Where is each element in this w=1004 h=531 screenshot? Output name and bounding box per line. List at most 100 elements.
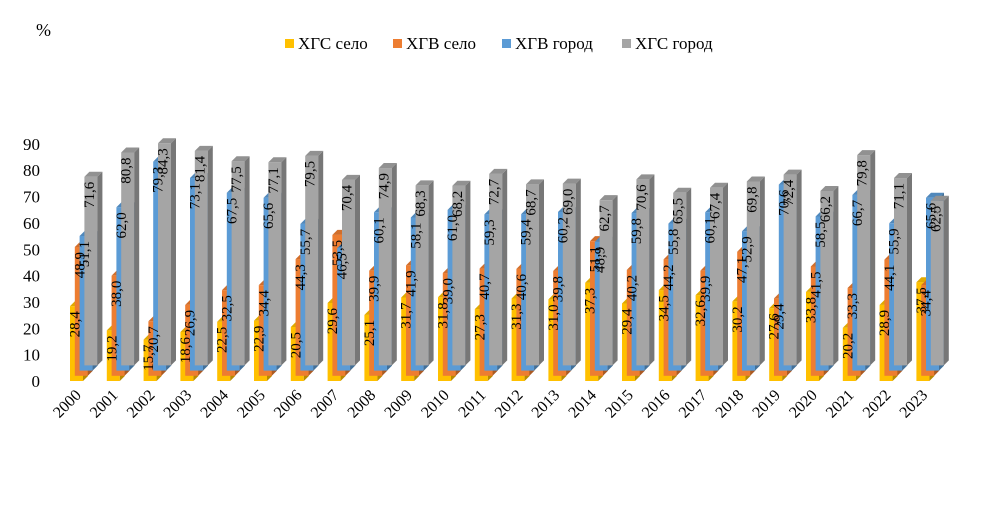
x-tick-label: 2008 [345,387,380,422]
data-label: 46,5 [335,253,351,279]
data-label: 51,1 [77,241,93,267]
x-tick-label: 2012 [492,387,527,422]
data-label: 69,0 [560,189,576,215]
bar [305,150,324,366]
x-tick-label: 2003 [161,387,196,422]
x-tick-label: 2015 [602,387,637,422]
data-label: 51,1 [588,246,604,272]
data-label: 27,6 [767,313,783,340]
y-tick-label: 80 [23,161,40,180]
data-label: 22,9 [252,326,268,352]
bar [452,180,471,366]
x-tick-label: 2011 [455,387,489,421]
bar [857,150,876,366]
data-label: 48,9 [72,252,88,278]
bar [489,168,508,366]
data-label: 60,1 [372,217,388,243]
data-label: 31,3 [509,304,525,330]
bars [70,138,949,381]
data-label: 39,0 [440,278,456,304]
data-label: 34,4 [919,290,935,317]
y-tick-label: 0 [32,372,41,391]
data-label: 58,1 [408,223,424,249]
data-label: 61,0 [445,215,461,241]
x-tick-label: 2022 [860,387,895,422]
data-label: 55,9 [887,228,903,254]
data-label: 66,7 [850,199,866,226]
bar [194,145,213,366]
data-label: 53,5 [330,240,346,266]
x-tick-label: 2002 [124,387,159,422]
data-label: 71,1 [892,183,908,209]
x-tick-label: 2018 [713,387,748,422]
data-label: 40,6 [514,273,530,300]
data-label: 62,0 [114,212,130,238]
legend-swatch [502,39,511,48]
data-label: 38,0 [109,281,125,307]
data-labels: 28,4 19,2 15,7 18,6 22,5 22,9 20,5 29,6 25,1 31,7… [68,148,945,371]
data-label: 71,6 [82,181,98,208]
data-label: 60,2 [556,217,572,243]
bar [894,173,912,366]
data-label: 39,8 [551,276,567,302]
y-tick-label: 10 [23,346,40,365]
data-label: 33,8 [804,297,820,323]
bar [378,163,397,366]
x-tick-label: 2006 [271,387,306,422]
data-label: 70,6 [634,184,650,211]
data-label: 31,7 [399,302,415,329]
data-label: 29,4 [620,308,636,335]
x-tick-label: 2013 [529,387,564,422]
data-label: 81,4 [192,155,208,182]
data-label: 72,4 [781,179,797,206]
data-label: 77,1 [266,167,282,193]
data-label: 31,0 [546,304,562,330]
x-tick-label: 2019 [749,387,784,422]
data-label: 27,3 [472,314,488,340]
bar [231,156,250,366]
data-label: 29,4 [772,303,788,330]
data-label: 72,7 [487,178,503,205]
data-label: 26,9 [183,310,199,336]
data-label: 65,5 [671,198,687,224]
data-label: 25,1 [362,320,378,346]
data-label: 30,2 [730,306,746,332]
data-label: 33,3 [845,293,861,319]
data-label: 73,1 [188,183,204,209]
data-label: 37,3 [583,288,599,314]
x-tick-label: 2021 [823,387,858,422]
data-label: 55,7 [298,228,314,255]
data-label: 68,3 [413,190,429,216]
data-label: 32,6 [693,300,709,327]
x-axis: 2000 2001 2002 2003 2004 2005 2006 2007 2008 2009… [50,387,931,422]
data-label: 70,6 [776,189,792,216]
data-label: 15,7 [141,344,157,371]
bar [158,138,176,366]
y-axis: 0 10 20 30 40 50 60 70 80 90 [23,135,40,391]
data-label: 39,9 [367,276,383,302]
data-label: 41,5 [808,271,824,297]
legend-swatch [393,39,402,48]
bar [673,187,692,366]
data-label: 70,4 [340,184,356,211]
data-label: 40,2 [624,275,640,301]
y-tick-label: 70 [23,188,40,207]
x-tick-label: 2005 [234,387,269,422]
data-label: 79,8 [855,160,871,186]
legend-entry: ХГВ город [515,34,593,53]
legend: ХГС село ХГВ село ХГВ город ХГС город [285,34,713,53]
y-tick-label: 40 [23,267,40,286]
x-tick-label: 2010 [418,387,453,422]
x-tick-label: 2020 [786,387,821,422]
legend-swatch [622,39,631,48]
data-label: 59,8 [629,218,645,244]
data-label: 28,4 [68,311,84,338]
data-label: 20,5 [288,332,304,358]
data-label: 44,2 [661,264,677,290]
data-label: 59,4 [519,219,535,246]
legend-swatch [285,39,294,48]
data-label: 84,3 [156,148,172,174]
data-label: 59,3 [482,219,498,245]
data-label: 67,5 [224,198,240,224]
data-label: 29,6 [325,308,341,335]
